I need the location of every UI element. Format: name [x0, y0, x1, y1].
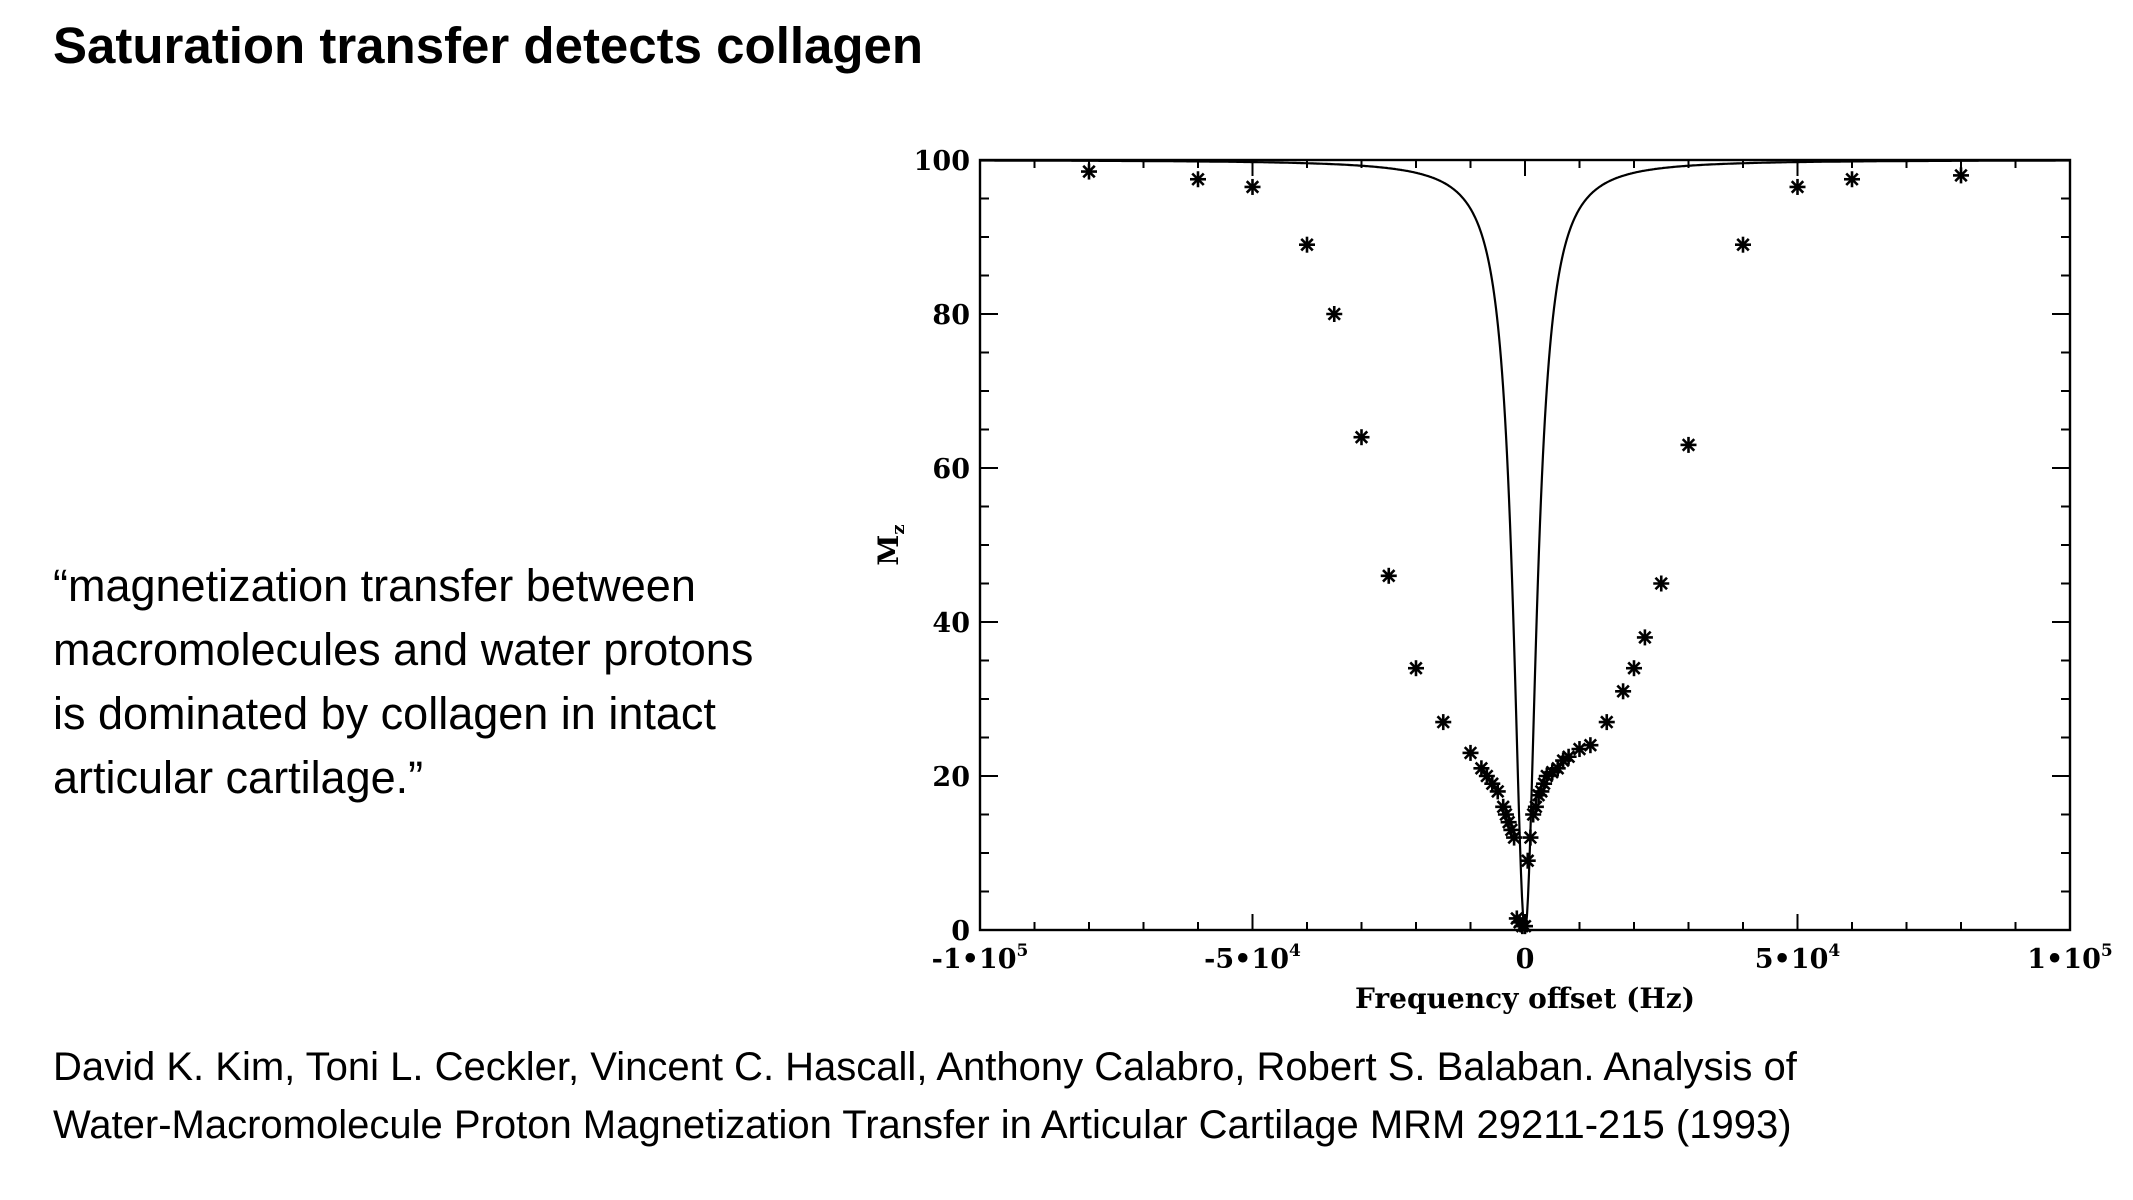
y-tick-label: 40 [932, 608, 970, 639]
y-tick-label: 20 [932, 762, 970, 793]
data-point [1653, 575, 1670, 592]
x-tick-label: -1•105 [932, 941, 1029, 975]
data-point [1789, 178, 1806, 195]
quote-line: articular cartilage.” [53, 752, 424, 803]
data-point [1636, 629, 1653, 646]
y-tick-label: 60 [932, 454, 970, 485]
plot-frame [978, 158, 2072, 932]
y-tick-label: 0 [951, 916, 970, 947]
data-point [1626, 660, 1642, 677]
quote-line: “magnetization transfer between [53, 560, 696, 611]
x-tick-label: -5•104 [1204, 941, 1301, 975]
data-point [1489, 783, 1506, 800]
slide-title: Saturation transfer detects collagen [53, 17, 924, 74]
y-tick-label: 80 [932, 300, 970, 331]
citation-line: Water-Macromolecule Proton Magnetization… [53, 1103, 1792, 1147]
quote-line: is dominated by collagen in intact [53, 688, 716, 739]
data-point [1735, 236, 1751, 253]
lorentzian-curve [980, 159, 2070, 935]
citation-line: David K. Kim, Toni L. Ceckler, Vincent C… [53, 1045, 1797, 1089]
data-point [1435, 714, 1452, 731]
data-point [1244, 178, 1261, 195]
data-point [1408, 660, 1424, 677]
saturation-chart: -1•105 -5•104 0 5•104 1•105 0 20 40 60 80 100 Freq… [872, 146, 2113, 1015]
data-point [1582, 737, 1599, 754]
citation: David K. Kim, Toni L. Ceckler, Vincent C… [53, 1038, 2093, 1154]
x-tick-label: 5•104 [1755, 941, 1841, 975]
y-tick-label: 100 [914, 146, 970, 177]
data-point [1844, 171, 1860, 188]
x-tick-label: 1•105 [2027, 941, 2112, 975]
data-point [1549, 760, 1566, 777]
data-point [1522, 829, 1539, 846]
quote-text: “magnetization transfer between macromol… [53, 554, 873, 810]
quote-line: macromolecules and water protons [53, 624, 754, 675]
data-point [1517, 918, 1533, 935]
data-point [1519, 852, 1536, 869]
data-point [1506, 829, 1523, 846]
data-point [1615, 683, 1632, 700]
y-axis-title-main: M [872, 535, 905, 566]
data-point [1478, 768, 1495, 784]
y-axis-title: Mz [872, 524, 909, 565]
data-point [1299, 236, 1315, 253]
data-point [1081, 163, 1097, 180]
x-axis-title: Frequency offset (Hz) [1355, 982, 1695, 1015]
data-point [1353, 429, 1370, 446]
data-point [1380, 567, 1397, 584]
data-point [1326, 306, 1343, 322]
data-point [1680, 436, 1697, 453]
data-point [1598, 714, 1615, 731]
data-point [1462, 744, 1479, 761]
x-tick-label: 0 [1516, 944, 1535, 975]
data-point [1560, 748, 1577, 765]
data-point [1953, 167, 1969, 184]
y-axis-title-sub: z [888, 524, 909, 534]
data-point [1527, 798, 1544, 815]
data-point [1190, 171, 1206, 188]
